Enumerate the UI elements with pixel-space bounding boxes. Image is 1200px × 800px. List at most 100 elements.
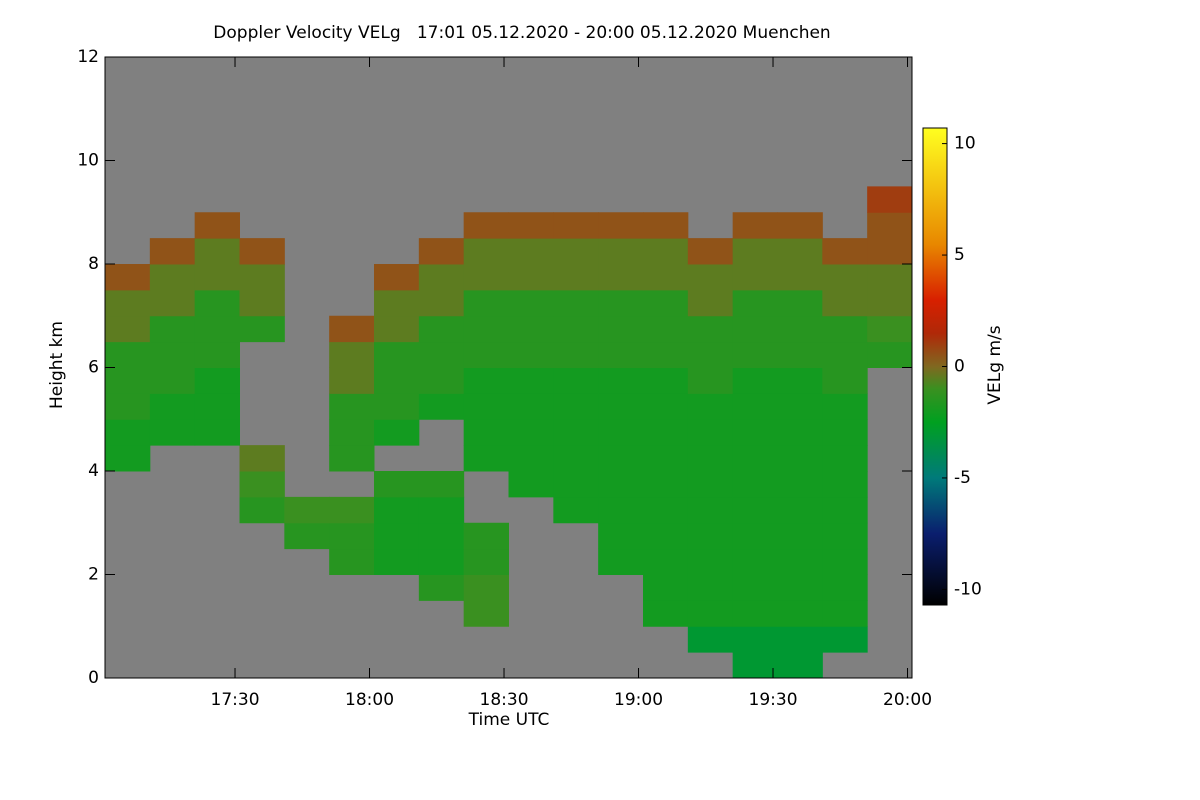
heatmap-cell [598, 341, 644, 368]
y-tick-label: 10 [77, 151, 99, 171]
heatmap-cell [732, 471, 778, 498]
heatmap-cell [508, 419, 554, 446]
heatmap-cell [777, 419, 823, 446]
heatmap-cell [463, 264, 509, 291]
heatmap-cell [239, 238, 285, 265]
heatmap-cell [194, 419, 240, 446]
colorbar-tick-label: 10 [954, 134, 976, 154]
heatmap-cell [598, 419, 644, 446]
heatmap-cell [374, 522, 420, 550]
heatmap-cell [822, 315, 868, 343]
heatmap-cell [329, 315, 375, 343]
y-tick-label: 8 [88, 254, 99, 274]
heatmap-cell [553, 341, 599, 368]
heatmap-cell [822, 264, 868, 291]
heatmap-cell [239, 471, 285, 498]
heatmap-cell [553, 471, 599, 498]
heatmap-cell [822, 471, 868, 498]
y-tick-label: 6 [88, 358, 99, 378]
heatmap-cell [374, 341, 420, 368]
heatmap-cell [508, 264, 554, 291]
heatmap-cell [643, 522, 689, 550]
heatmap-cell [598, 238, 644, 265]
heatmap-cell [463, 393, 509, 420]
heatmap-cell [822, 600, 868, 627]
heatmap-cell [239, 315, 285, 343]
heatmap-cell [643, 212, 689, 239]
heatmap-cell [463, 445, 509, 472]
heatmap-cell [374, 393, 420, 420]
colorbar-tick-label: -5 [954, 468, 971, 488]
heatmap-cell [777, 548, 823, 575]
heatmap-cell [105, 367, 151, 394]
heatmap-cell [463, 212, 509, 239]
heatmap-cell [149, 367, 196, 394]
heatmap-cell [732, 289, 778, 317]
heatmap-cell [643, 393, 689, 420]
heatmap-cell [732, 393, 778, 420]
heatmap-cell [822, 289, 868, 317]
heatmap-cell [553, 367, 599, 394]
heatmap-cell [732, 367, 778, 394]
heatmap-cell [732, 652, 778, 679]
heatmap-cell [822, 238, 868, 265]
heatmap-cell [598, 496, 644, 524]
heatmap-cell [418, 496, 465, 524]
x-tick-label: 18:30 [480, 690, 529, 710]
heatmap-cell [194, 212, 240, 239]
heatmap-cell [687, 626, 734, 653]
heatmap-cell [867, 238, 913, 265]
heatmap-cell [822, 522, 868, 550]
heatmap-cell [822, 626, 868, 653]
heatmap-cell [687, 522, 734, 550]
heatmap-cell [463, 238, 509, 265]
heatmap-cell [149, 393, 196, 420]
heatmap-cell [732, 522, 778, 550]
heatmap-cell [598, 445, 644, 472]
heatmap-cell [374, 496, 420, 524]
heatmap-cell [777, 471, 823, 498]
heatmap-cell [643, 574, 689, 601]
heatmap-cell [149, 315, 196, 343]
x-tick-label: 20:00 [883, 690, 932, 710]
heatmap-cell [687, 264, 734, 291]
heatmap-cell [687, 341, 734, 368]
heatmap-cell [732, 315, 778, 343]
heatmap-cell [329, 496, 375, 524]
heatmap-cell [508, 393, 554, 420]
heatmap-cell [284, 522, 330, 550]
heatmap-cell [553, 419, 599, 446]
y-tick-label: 4 [88, 461, 99, 481]
heatmap-cell [418, 471, 465, 498]
chart-title: Doppler Velocity VELg 17:01 05.12.2020 -… [213, 23, 830, 43]
heatmap-cell [329, 367, 375, 394]
heatmap-cell [105, 315, 151, 343]
heatmap-cell [374, 367, 420, 394]
heatmap-cell [418, 264, 465, 291]
heatmap-cell [598, 367, 644, 394]
heatmap-cell [867, 341, 913, 368]
y-tick-label: 0 [88, 668, 99, 688]
heatmap-cell [777, 652, 823, 679]
heatmap-cell [643, 548, 689, 575]
heatmap-cell [508, 445, 554, 472]
heatmap-cell [463, 522, 509, 550]
heatmap-cell [777, 212, 823, 239]
heatmap-cell [687, 315, 734, 343]
heatmap-cell [374, 289, 420, 317]
heatmap-cell [194, 264, 240, 291]
heatmap-cell [643, 238, 689, 265]
heatmap-cell [463, 548, 509, 575]
x-axis-label: Time UTC [468, 710, 550, 730]
heatmap-cell [374, 419, 420, 446]
heatmap-cell [643, 264, 689, 291]
heatmap-cell [687, 419, 734, 446]
heatmap-cell [777, 393, 823, 420]
heatmap-cell [418, 393, 465, 420]
heatmap-cell [149, 419, 196, 446]
heatmap-cell [643, 367, 689, 394]
heatmap-cell [553, 264, 599, 291]
heatmap-cell [598, 212, 644, 239]
heatmap-cell [374, 264, 420, 291]
